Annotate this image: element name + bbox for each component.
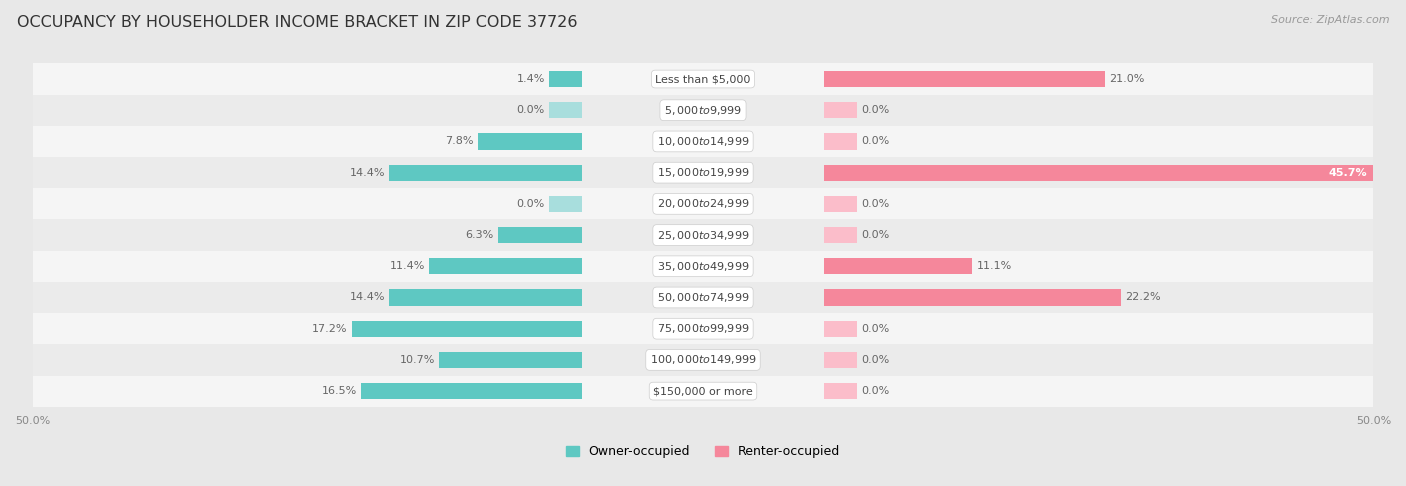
Bar — [352, 321, 582, 337]
Bar — [32, 188, 1374, 220]
Bar — [429, 258, 582, 275]
Text: 45.7%: 45.7% — [1329, 168, 1367, 178]
Text: 11.1%: 11.1% — [977, 261, 1012, 271]
Text: 0.0%: 0.0% — [862, 324, 890, 334]
Legend: Owner-occupied, Renter-occupied: Owner-occupied, Renter-occupied — [567, 445, 839, 458]
Bar — [439, 352, 582, 368]
Bar — [824, 321, 858, 337]
Text: 0.0%: 0.0% — [862, 199, 890, 209]
Bar — [389, 165, 582, 181]
Text: 0.0%: 0.0% — [862, 230, 890, 240]
Text: Source: ZipAtlas.com: Source: ZipAtlas.com — [1271, 15, 1389, 25]
Text: 7.8%: 7.8% — [446, 137, 474, 146]
Text: Less than $5,000: Less than $5,000 — [655, 74, 751, 84]
Bar — [498, 227, 582, 243]
Bar — [824, 133, 858, 150]
Bar — [824, 383, 858, 399]
Bar — [824, 165, 1406, 181]
Bar — [32, 63, 1374, 95]
Bar — [478, 133, 582, 150]
Text: $25,000 to $34,999: $25,000 to $34,999 — [657, 228, 749, 242]
Bar — [548, 102, 582, 119]
Bar — [32, 282, 1374, 313]
Bar — [824, 196, 858, 212]
Text: 0.0%: 0.0% — [862, 386, 890, 396]
Bar — [32, 344, 1374, 376]
Text: 17.2%: 17.2% — [312, 324, 347, 334]
Bar — [32, 126, 1374, 157]
Text: $150,000 or more: $150,000 or more — [654, 386, 752, 396]
Text: 0.0%: 0.0% — [516, 199, 544, 209]
Text: $75,000 to $99,999: $75,000 to $99,999 — [657, 322, 749, 335]
Text: 0.0%: 0.0% — [516, 105, 544, 115]
Bar — [548, 196, 582, 212]
Text: $10,000 to $14,999: $10,000 to $14,999 — [657, 135, 749, 148]
Bar — [824, 227, 858, 243]
Bar — [361, 383, 582, 399]
Text: $20,000 to $24,999: $20,000 to $24,999 — [657, 197, 749, 210]
Bar — [389, 289, 582, 306]
Bar — [824, 352, 858, 368]
Text: 6.3%: 6.3% — [465, 230, 494, 240]
Text: 14.4%: 14.4% — [350, 168, 385, 178]
Text: 14.4%: 14.4% — [350, 293, 385, 302]
Text: 0.0%: 0.0% — [862, 355, 890, 365]
Bar — [548, 71, 582, 87]
Bar — [824, 258, 973, 275]
Text: 21.0%: 21.0% — [1109, 74, 1144, 84]
Text: 10.7%: 10.7% — [399, 355, 434, 365]
Bar — [32, 313, 1374, 344]
Text: 11.4%: 11.4% — [389, 261, 426, 271]
Text: OCCUPANCY BY HOUSEHOLDER INCOME BRACKET IN ZIP CODE 37726: OCCUPANCY BY HOUSEHOLDER INCOME BRACKET … — [17, 15, 578, 30]
Text: 22.2%: 22.2% — [1125, 293, 1161, 302]
Text: 1.4%: 1.4% — [516, 74, 544, 84]
Text: $35,000 to $49,999: $35,000 to $49,999 — [657, 260, 749, 273]
Text: $5,000 to $9,999: $5,000 to $9,999 — [664, 104, 742, 117]
Text: 0.0%: 0.0% — [862, 105, 890, 115]
Bar — [32, 157, 1374, 188]
Bar — [824, 289, 1122, 306]
Text: $50,000 to $74,999: $50,000 to $74,999 — [657, 291, 749, 304]
Text: 16.5%: 16.5% — [322, 386, 357, 396]
Bar — [824, 102, 858, 119]
Bar — [32, 251, 1374, 282]
Bar — [32, 95, 1374, 126]
Text: $15,000 to $19,999: $15,000 to $19,999 — [657, 166, 749, 179]
Bar — [32, 376, 1374, 407]
Text: 0.0%: 0.0% — [862, 137, 890, 146]
Text: $100,000 to $149,999: $100,000 to $149,999 — [650, 353, 756, 366]
Bar — [824, 71, 1105, 87]
Bar — [32, 220, 1374, 251]
